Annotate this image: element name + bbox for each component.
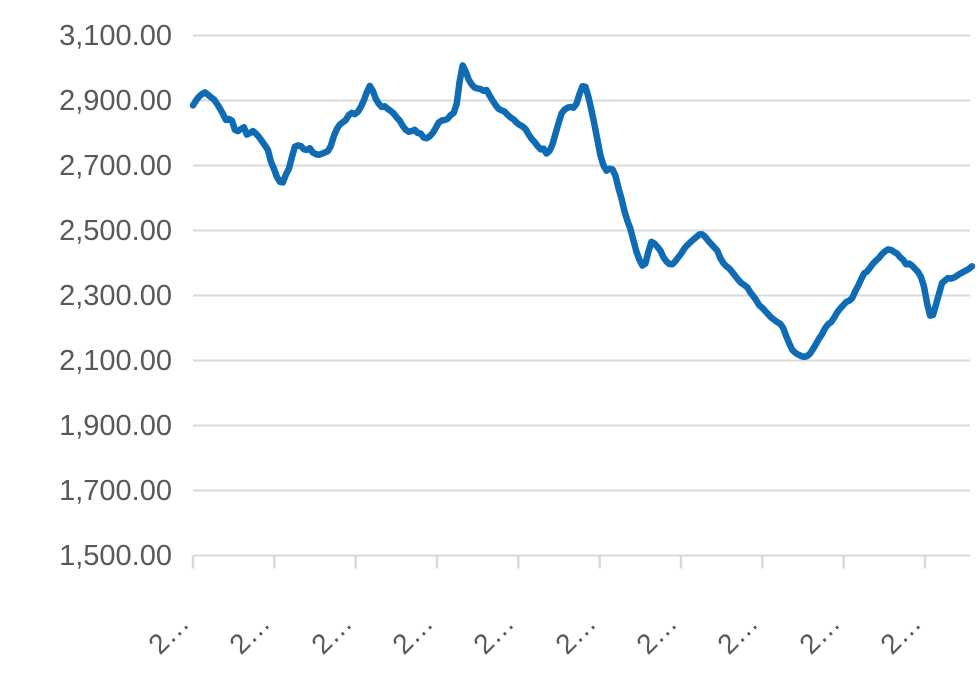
y-axis-tick-label: 1,500.00 xyxy=(59,539,172,572)
y-axis-tick-label: 2,100.00 xyxy=(59,344,172,377)
y-axis-tick-label: 1,900.00 xyxy=(59,409,172,442)
y-axis-tick-label: 1,700.00 xyxy=(59,474,172,507)
y-axis-tick-label: 2,500.00 xyxy=(59,214,172,247)
y-axis-tick-label: 2,900.00 xyxy=(59,84,172,117)
y-axis-tick-label: 2,700.00 xyxy=(59,149,172,182)
y-axis-tick-label: 2,300.00 xyxy=(59,279,172,312)
y-axis-tick-label: 3,100.00 xyxy=(59,19,172,52)
series-line-price-index xyxy=(189,62,976,361)
